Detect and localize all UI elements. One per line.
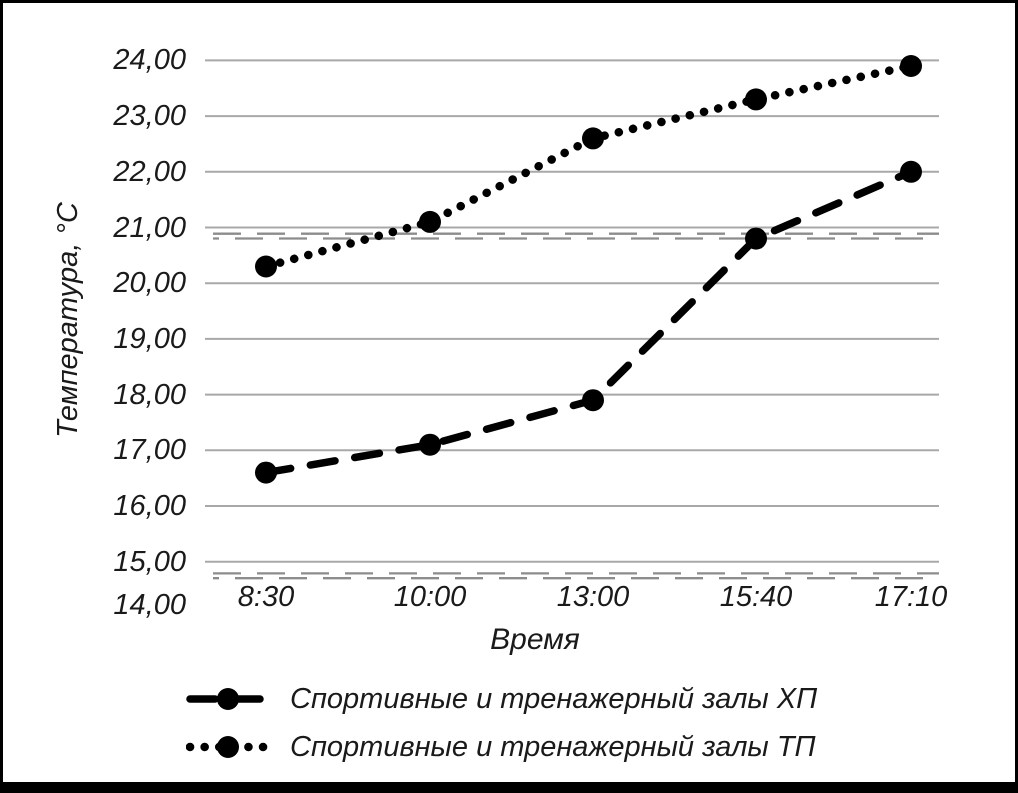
y-tick-label: 14,00: [113, 589, 186, 621]
data-point-marker: [582, 389, 604, 412]
data-point-marker: [582, 127, 604, 150]
plot-area: [205, 55, 939, 580]
series-line: [262, 168, 915, 477]
legend-marker-dashed-line-icon: [186, 688, 270, 710]
data-point-marker: [255, 255, 277, 278]
x-axis-title: Время: [490, 623, 580, 656]
y-tick-label: 19,00: [113, 322, 186, 355]
y-tick-label: 22,00: [113, 155, 186, 188]
x-tick-label: 15:40: [719, 581, 793, 613]
x-tick-label: 8:30: [237, 581, 295, 613]
x-tick-label: 13:00: [556, 581, 630, 613]
y-tick-label: 21,00: [113, 211, 186, 244]
legend-marker-dotted-line-icon: [186, 736, 270, 758]
legend-label: Спортивные и тренажерный залы ТП: [290, 730, 816, 763]
data-point-marker: [255, 461, 277, 484]
bottom-border-bar: [3, 782, 1015, 790]
legend-label: Спортивные и тренажерный залы ХП: [290, 682, 818, 715]
data-point-marker: [419, 210, 441, 233]
y-tick-label: 18,00: [113, 378, 186, 411]
y-tick-label: 20,00: [113, 267, 186, 300]
legend: Спортивные и тренажерный залы ХП Спортивн…: [186, 676, 817, 770]
y-axis-title: Температура, °C: [52, 202, 84, 438]
data-point-marker: [745, 88, 767, 111]
data-point-marker: [745, 227, 767, 250]
y-tick-label: 17,00: [113, 434, 186, 467]
data-point-marker: [419, 433, 441, 456]
x-tick-label: 17:10: [874, 581, 948, 613]
y-tick-label: 24,00: [113, 44, 186, 77]
legend-item: Спортивные и тренажерный залы ХП: [186, 676, 817, 722]
legend-item: Спортивные и тренажерный залы ТП: [186, 724, 817, 770]
data-point-marker: [900, 160, 922, 183]
y-tick-label: 16,00: [113, 490, 186, 522]
data-point-marker: [900, 55, 922, 77]
series-line: [261, 61, 916, 271]
y-tick-label: 23,00: [113, 100, 186, 133]
x-tick-label: 10:00: [393, 581, 467, 613]
y-tick-label: 15,00: [113, 545, 186, 578]
